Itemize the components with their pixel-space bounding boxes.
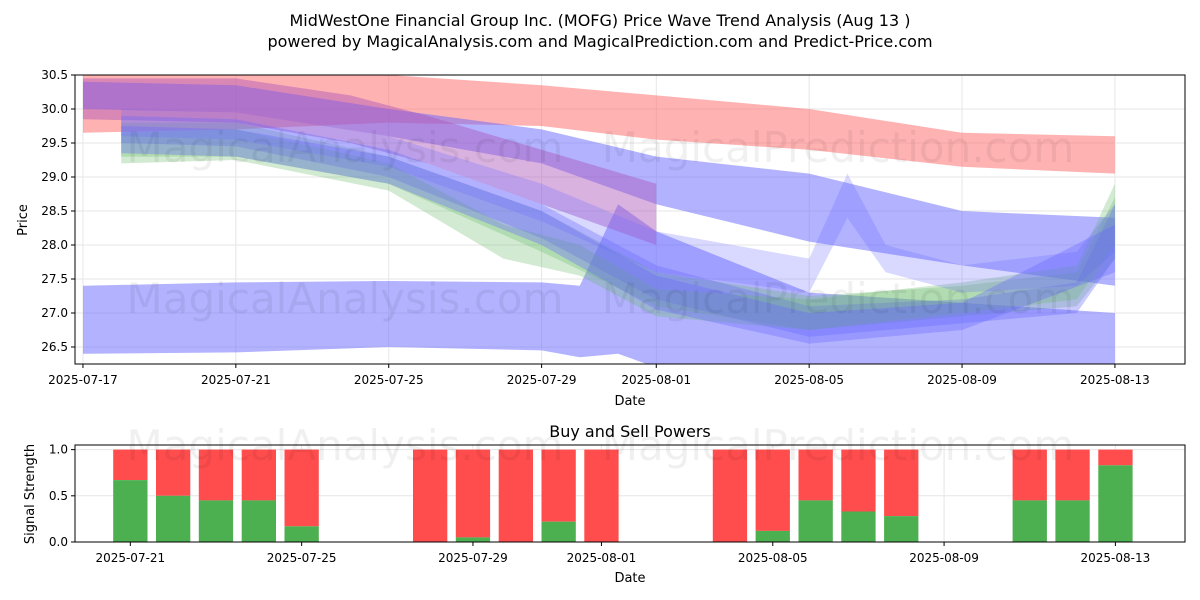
price-band-blue-5 xyxy=(121,115,1115,337)
signal-x-tick-label: 2025-08-09 xyxy=(909,551,979,565)
price-y-tick-label: 30.0 xyxy=(41,102,68,116)
price-x-tick-label: 2025-08-09 xyxy=(927,373,997,387)
signal-y-tick-label: 1.0 xyxy=(49,443,68,457)
sell-bar xyxy=(884,449,919,517)
sell-bar xyxy=(584,449,619,542)
price-band-green-6 xyxy=(121,129,1115,330)
price-y-tick-label: 28.5 xyxy=(41,204,68,218)
watermark-prediction-mid: MagicalPrediction.com xyxy=(602,274,1075,323)
watermark-analysis-top: MagicalAnalysis.com xyxy=(127,123,564,172)
price-y-tick-label: 29.5 xyxy=(41,136,68,150)
price-x-axis-label: Date xyxy=(614,394,645,409)
signal-bars xyxy=(113,449,1133,542)
signal-x-tick-label: 2025-08-13 xyxy=(1081,551,1151,565)
buy-bar xyxy=(156,495,191,542)
signal-x-tick-label: 2025-07-25 xyxy=(267,551,337,565)
signal-x-tick-label: 2025-07-29 xyxy=(438,551,508,565)
signal-plot-frame xyxy=(74,444,1186,543)
signal-x-ticks: 2025-07-21 2025-07-25 2025-07-29 2025-08-01… xyxy=(95,542,1150,565)
sell-bar xyxy=(1012,449,1047,501)
price-y-tick-label: 26.5 xyxy=(41,340,68,354)
signal-x-tick-label: 2025-07-21 xyxy=(95,551,165,565)
price-x-tick-label: 2025-08-13 xyxy=(1080,373,1150,387)
price-y-tick-label: 29.0 xyxy=(41,170,68,184)
buy-bar xyxy=(1098,465,1133,542)
price-x-tick-label: 2025-08-01 xyxy=(621,373,691,387)
price-x-tick-label: 2025-08-05 xyxy=(774,373,844,387)
buy-bar xyxy=(113,480,148,542)
price-band-blue-8 xyxy=(121,126,1115,344)
sell-bar xyxy=(198,449,234,501)
sell-bar xyxy=(455,449,491,538)
price-plot-frame xyxy=(74,74,1186,365)
watermark-analysis-mid: MagicalAnalysis.com xyxy=(127,274,564,323)
buy-bar xyxy=(198,500,234,542)
sell-bar xyxy=(1098,449,1133,466)
buy-bar xyxy=(284,526,319,542)
price-band-red-0 xyxy=(83,75,1115,174)
price-y-tick-label: 30.5 xyxy=(41,68,68,82)
sell-bar xyxy=(841,449,876,512)
signal-y-ticks: 0.0 0.5 1.0 xyxy=(49,443,75,549)
sell-bar xyxy=(156,449,191,496)
buy-bar xyxy=(455,537,491,542)
signal-y-axis-label: Signal Strength xyxy=(23,444,38,544)
price-x-tick-label: 2025-07-29 xyxy=(507,373,577,387)
sell-bar xyxy=(1055,449,1090,501)
price-band-blue-2 xyxy=(83,81,1115,286)
price-y-axis-label: Price xyxy=(16,204,31,236)
price-x-ticks: 2025-07-17 2025-07-21 2025-07-25 2025-07-29… xyxy=(48,364,1150,387)
sell-bar xyxy=(798,449,833,501)
price-x-tick-label: 2025-07-21 xyxy=(201,373,271,387)
signal-y-tick-label: 0.0 xyxy=(49,535,68,549)
signal-panel-title: Buy and Sell Powers xyxy=(549,422,711,441)
buy-bar xyxy=(541,521,576,542)
sell-bar xyxy=(113,449,148,481)
buy-bar xyxy=(755,530,790,542)
signal-y-tick-label: 0.5 xyxy=(49,489,68,503)
sell-bar xyxy=(755,449,790,531)
signal-x-tick-label: 2025-08-05 xyxy=(738,551,808,565)
price-bands xyxy=(83,75,1115,364)
buy-bar xyxy=(884,516,919,542)
buy-bar xyxy=(1012,500,1047,542)
signal-x-axis-label: Date xyxy=(614,571,645,586)
price-band-blue-1 xyxy=(83,204,1115,364)
chart-title-line2: powered by MagicalAnalysis.com and Magic… xyxy=(267,32,932,51)
signal-panel: Buy and Sell Powers MagicalAnalysis.com … xyxy=(23,421,1186,586)
watermark-prediction-top: MagicalPrediction.com xyxy=(602,123,1075,172)
buy-bar xyxy=(841,511,876,542)
signal-x-tick-label: 2025-08-01 xyxy=(567,551,637,565)
price-panel: MagicalAnalysis.com MagicalPrediction.co… xyxy=(16,68,1186,409)
sell-bar xyxy=(284,449,319,527)
sell-bar xyxy=(241,449,276,501)
price-y-tick-label: 27.5 xyxy=(41,272,68,286)
sell-bar xyxy=(498,449,533,542)
buy-bar xyxy=(1055,500,1090,542)
buy-bar xyxy=(241,500,276,542)
price-band-purple-3 xyxy=(83,78,657,246)
price-y-tick-label: 27.0 xyxy=(41,306,68,320)
sell-bar xyxy=(413,449,448,542)
price-x-tick-label: 2025-07-25 xyxy=(354,373,424,387)
price-y-ticks: 26.5 27.0 27.5 28.0 28.5 29.0 29.5 30.0 30.5 xyxy=(41,68,75,354)
price-band-green-4 xyxy=(121,122,1115,330)
price-y-tick-label: 28.0 xyxy=(41,238,68,252)
sell-bar xyxy=(712,449,748,542)
buy-bar xyxy=(798,500,833,542)
price-x-tick-label: 2025-07-17 xyxy=(48,373,118,387)
chart-title-line1: MidWestOne Financial Group Inc. (MOFG) P… xyxy=(289,11,910,30)
price-band-blue-7 xyxy=(121,109,1115,293)
sell-bar xyxy=(541,449,576,522)
